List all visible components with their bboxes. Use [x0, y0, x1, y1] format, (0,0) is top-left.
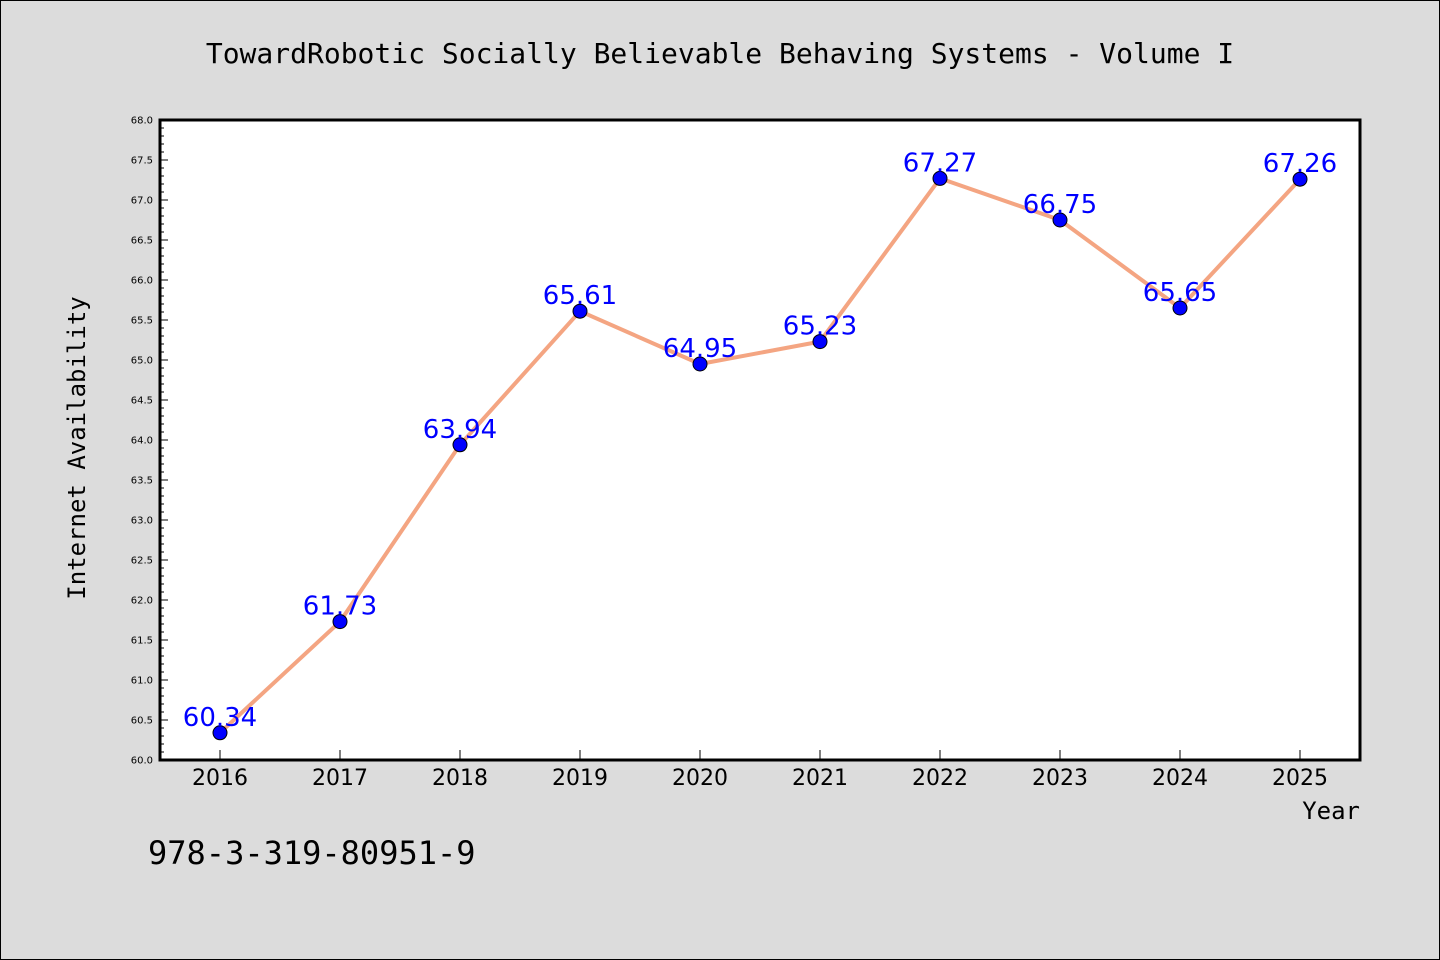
- y-tick-label: 61.0: [131, 676, 153, 687]
- data-point: [1052, 212, 1068, 228]
- plot-frame: [158, 118, 1362, 762]
- x-tick-label: 2018: [432, 766, 488, 791]
- y-tick-label: 67.5: [131, 156, 153, 167]
- data-label: 66.75: [1023, 190, 1097, 220]
- data-label: 64.95: [663, 334, 737, 364]
- data-point: [1292, 171, 1308, 187]
- y-axis-label: Internet Availability: [63, 296, 91, 599]
- y-tick-label: 62.5: [131, 556, 153, 567]
- x-tick-label: 2019: [552, 766, 608, 791]
- data-label: 65.23: [783, 312, 857, 342]
- data-point: [332, 614, 348, 630]
- data-label: 67.26: [1263, 149, 1337, 179]
- y-tick-label: 64.0: [131, 436, 153, 447]
- x-tick-label: 2021: [792, 766, 848, 791]
- data-label: 60.34: [183, 703, 257, 733]
- y-tick-label: 63.0: [131, 516, 153, 527]
- data-label: 65.61: [543, 281, 617, 311]
- y-tick-label: 63.5: [131, 476, 153, 487]
- y-tick-label: 60.5: [131, 716, 153, 727]
- data-point: [932, 170, 948, 186]
- data-point: [212, 725, 228, 741]
- data-point: [572, 303, 588, 319]
- series-line: [218, 176, 1302, 735]
- data-labels: 60.34 61.73 63.94 65.61 64.95 65.23 67.27 66.75…: [183, 148, 1337, 732]
- x-tick-label: 2024: [1152, 766, 1208, 791]
- data-label: 67.27: [903, 148, 977, 178]
- y-tick-label: 65.0: [131, 356, 153, 367]
- x-axis-ticks: 2016 2017 2018 2019 2020 2021 2022 2023 2024 2025: [192, 750, 1328, 791]
- data-points: [212, 170, 1308, 741]
- data-point: [1172, 300, 1188, 316]
- y-tick-label: 66.5: [131, 236, 153, 247]
- y-tick-label: 68.0: [131, 116, 153, 127]
- y-tick-label: 60.0: [131, 756, 153, 767]
- plot-area: [160, 120, 1360, 760]
- y-tick-label: 61.5: [131, 636, 153, 647]
- data-point: [692, 356, 708, 372]
- x-tick-label: 2022: [912, 766, 968, 791]
- data-point: [812, 334, 828, 350]
- data-label: 61.73: [303, 592, 377, 622]
- x-tick-label: 2017: [312, 766, 368, 791]
- y-tick-label: 62.0: [131, 596, 153, 607]
- data-point: [452, 437, 468, 453]
- x-tick-label: 2023: [1032, 766, 1088, 791]
- x-tick-label: 2020: [672, 766, 728, 791]
- data-label: 63.94: [423, 415, 497, 445]
- y-axis-ticks: 60.0 60.5 61.0 61.5 62.0 62.5 63.0 63.5 64.0 64.5…: [131, 116, 168, 767]
- y-tick-label: 66.0: [131, 276, 153, 287]
- data-label: 65.65: [1143, 278, 1217, 308]
- x-axis-label: Year: [1302, 797, 1360, 825]
- isbn-text: 978-3-319-80951-9: [148, 834, 476, 872]
- chart-title: TowardRobotic Socially Believable Behavi…: [206, 37, 1234, 70]
- y-tick-label: 64.5: [131, 396, 153, 407]
- y-tick-label: 67.0: [131, 196, 153, 207]
- x-tick-label: 2025: [1272, 766, 1328, 791]
- x-tick-label: 2016: [192, 766, 248, 791]
- y-tick-label: 65.5: [131, 316, 153, 327]
